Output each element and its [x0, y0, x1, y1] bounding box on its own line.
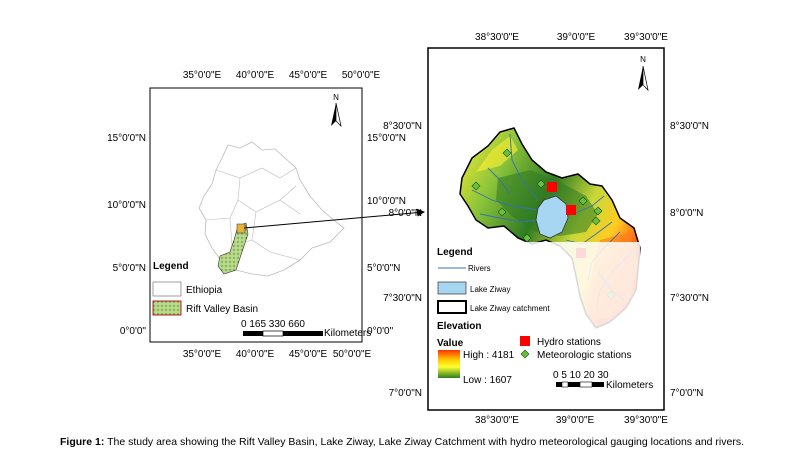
legend-hydro-label: Hydro stations [537, 337, 601, 348]
locator-arrow [243, 208, 425, 229]
overview-left-tick: 10°0'0"N [107, 200, 146, 211]
legend-ethiopia-label: Ethiopia [186, 285, 223, 296]
north-highland-shading [476, 136, 518, 172]
overview-right-tick: 10°0'0"N [367, 196, 406, 207]
overview-left-tick: 0°0'0" [120, 326, 147, 337]
legend-met-label: Meteorologic stations [537, 350, 632, 361]
overview-bottom-tick: 50°0'0"E [333, 349, 372, 360]
met-station-marker [497, 207, 507, 217]
overview-legend-title: Legend [153, 261, 189, 272]
overview-scale-bar [243, 330, 323, 337]
catchment-right-tick: 8°30'0"N [670, 121, 709, 132]
legend-met-swatch [520, 349, 530, 359]
catchment-scale-bar [556, 381, 604, 388]
catchment-left-tick: 7°30'0"N [383, 293, 422, 304]
catchment-top-tick: 39°30'0"E [624, 32, 668, 43]
catchment-legend-title: Legend [437, 247, 473, 258]
lake-ziway-catchment-locator [236, 223, 246, 234]
catchment-top-tick: 39°0'0"E [557, 32, 596, 43]
legend-lake-label: Lake Ziway [470, 285, 510, 294]
legend-lake-swatch [437, 281, 467, 295]
met-station-marker [471, 181, 481, 191]
figure-caption: Figure 1: The study area showing the Rif… [60, 436, 800, 448]
north-arrow-icon: N [638, 55, 649, 92]
catchment-scale-numbers: 0 5 10 20 30 [553, 370, 609, 381]
elevation-color-ramp [438, 350, 460, 378]
catchment-bottom-tick: 39°0'0"E [556, 415, 595, 426]
catchment-map: 38°30'0"E 39°0'0"E 39°30'0"E 38°30'0"E 3… [383, 32, 709, 426]
legend-rift-label: Rift Valley Basin [186, 304, 258, 315]
elevation-title: Elevation [437, 321, 481, 332]
catchment-left-tick: 7°0'0"N [389, 388, 422, 399]
catchment-right-tick: 7°30'0"N [670, 293, 709, 304]
overview-bottom-tick: 45°0'0"E [289, 349, 328, 360]
met-station-marker [593, 206, 603, 216]
svg-text:N: N [640, 55, 646, 64]
overview-right-tick: 5°0'0"N [367, 263, 400, 274]
lake-ziway [535, 195, 569, 239]
caption-text: The study area showing the Rift Valley B… [104, 436, 744, 448]
svg-text:N: N [333, 93, 339, 102]
hydro-station-marker [566, 205, 576, 215]
catchment-left-tick: 8°30'0"N [383, 121, 422, 132]
overview-right-tick: 15°0'0"N [367, 133, 406, 144]
met-station-marker [536, 179, 546, 189]
catchment-scale-unit: Kilometers [606, 380, 653, 391]
caption-label: Figure 1: [60, 436, 105, 448]
catchment-right-tick: 7°0'0"N [670, 388, 703, 399]
legend-rivers-label: Rivers [468, 264, 491, 273]
overview-bottom-tick: 40°0'0"E [236, 349, 275, 360]
overview-top-tick: 40°0'0"E [236, 70, 275, 81]
north-arrow-icon: N [331, 93, 342, 128]
hydro-station-marker [547, 182, 557, 192]
overview-right-tick: 0°0'0" [367, 326, 394, 337]
legend-ethiopia-swatch [152, 281, 182, 297]
overview-top-tick: 35°0'0"E [183, 70, 222, 81]
legend-rift-swatch [152, 300, 182, 316]
catchment-bottom-tick: 39°30'0"E [624, 415, 668, 426]
catchment-legend-bg [430, 242, 640, 390]
overview-legend-bg [151, 258, 185, 272]
overview-left-tick: 5°0'0"N [113, 263, 146, 274]
met-station-marker [578, 196, 588, 206]
catchment-top-tick: 38°30'0"E [475, 32, 519, 43]
legend-catchment-swatch [437, 300, 467, 314]
met-station-marker [502, 148, 512, 158]
elevation-high-label: High : 4181 [463, 350, 515, 361]
legend-hydro-swatch [520, 336, 530, 346]
met-station-marker [591, 216, 601, 226]
rift-valley-basin [217, 222, 249, 275]
legend-catchment-label: Lake Ziway catchment [470, 304, 550, 313]
overview-scale-numbers: 0 165 330 660 [241, 319, 305, 330]
overview-top-tick: 50°0'0"E [342, 70, 381, 81]
catchment-left-tick: 8°0'0"N [389, 208, 422, 219]
overview-scale-unit: Kilometers [324, 328, 371, 339]
overview-map: 35°0'0"E 40°0'0"E 45°0'0"E 50°0'0"E 35°0… [107, 70, 406, 360]
catchment-bottom-tick: 38°30'0"E [475, 415, 519, 426]
overview-left-tick: 15°0'0"N [107, 133, 146, 144]
elevation-value-label: Value [437, 338, 464, 349]
catchment-right-tick: 8°0'0"N [670, 208, 703, 219]
elevation-low-label: Low : 1607 [463, 375, 512, 386]
overview-top-tick: 45°0'0"E [289, 70, 328, 81]
overview-bottom-tick: 35°0'0"E [183, 349, 222, 360]
ethiopia-region-boundaries [205, 167, 301, 261]
